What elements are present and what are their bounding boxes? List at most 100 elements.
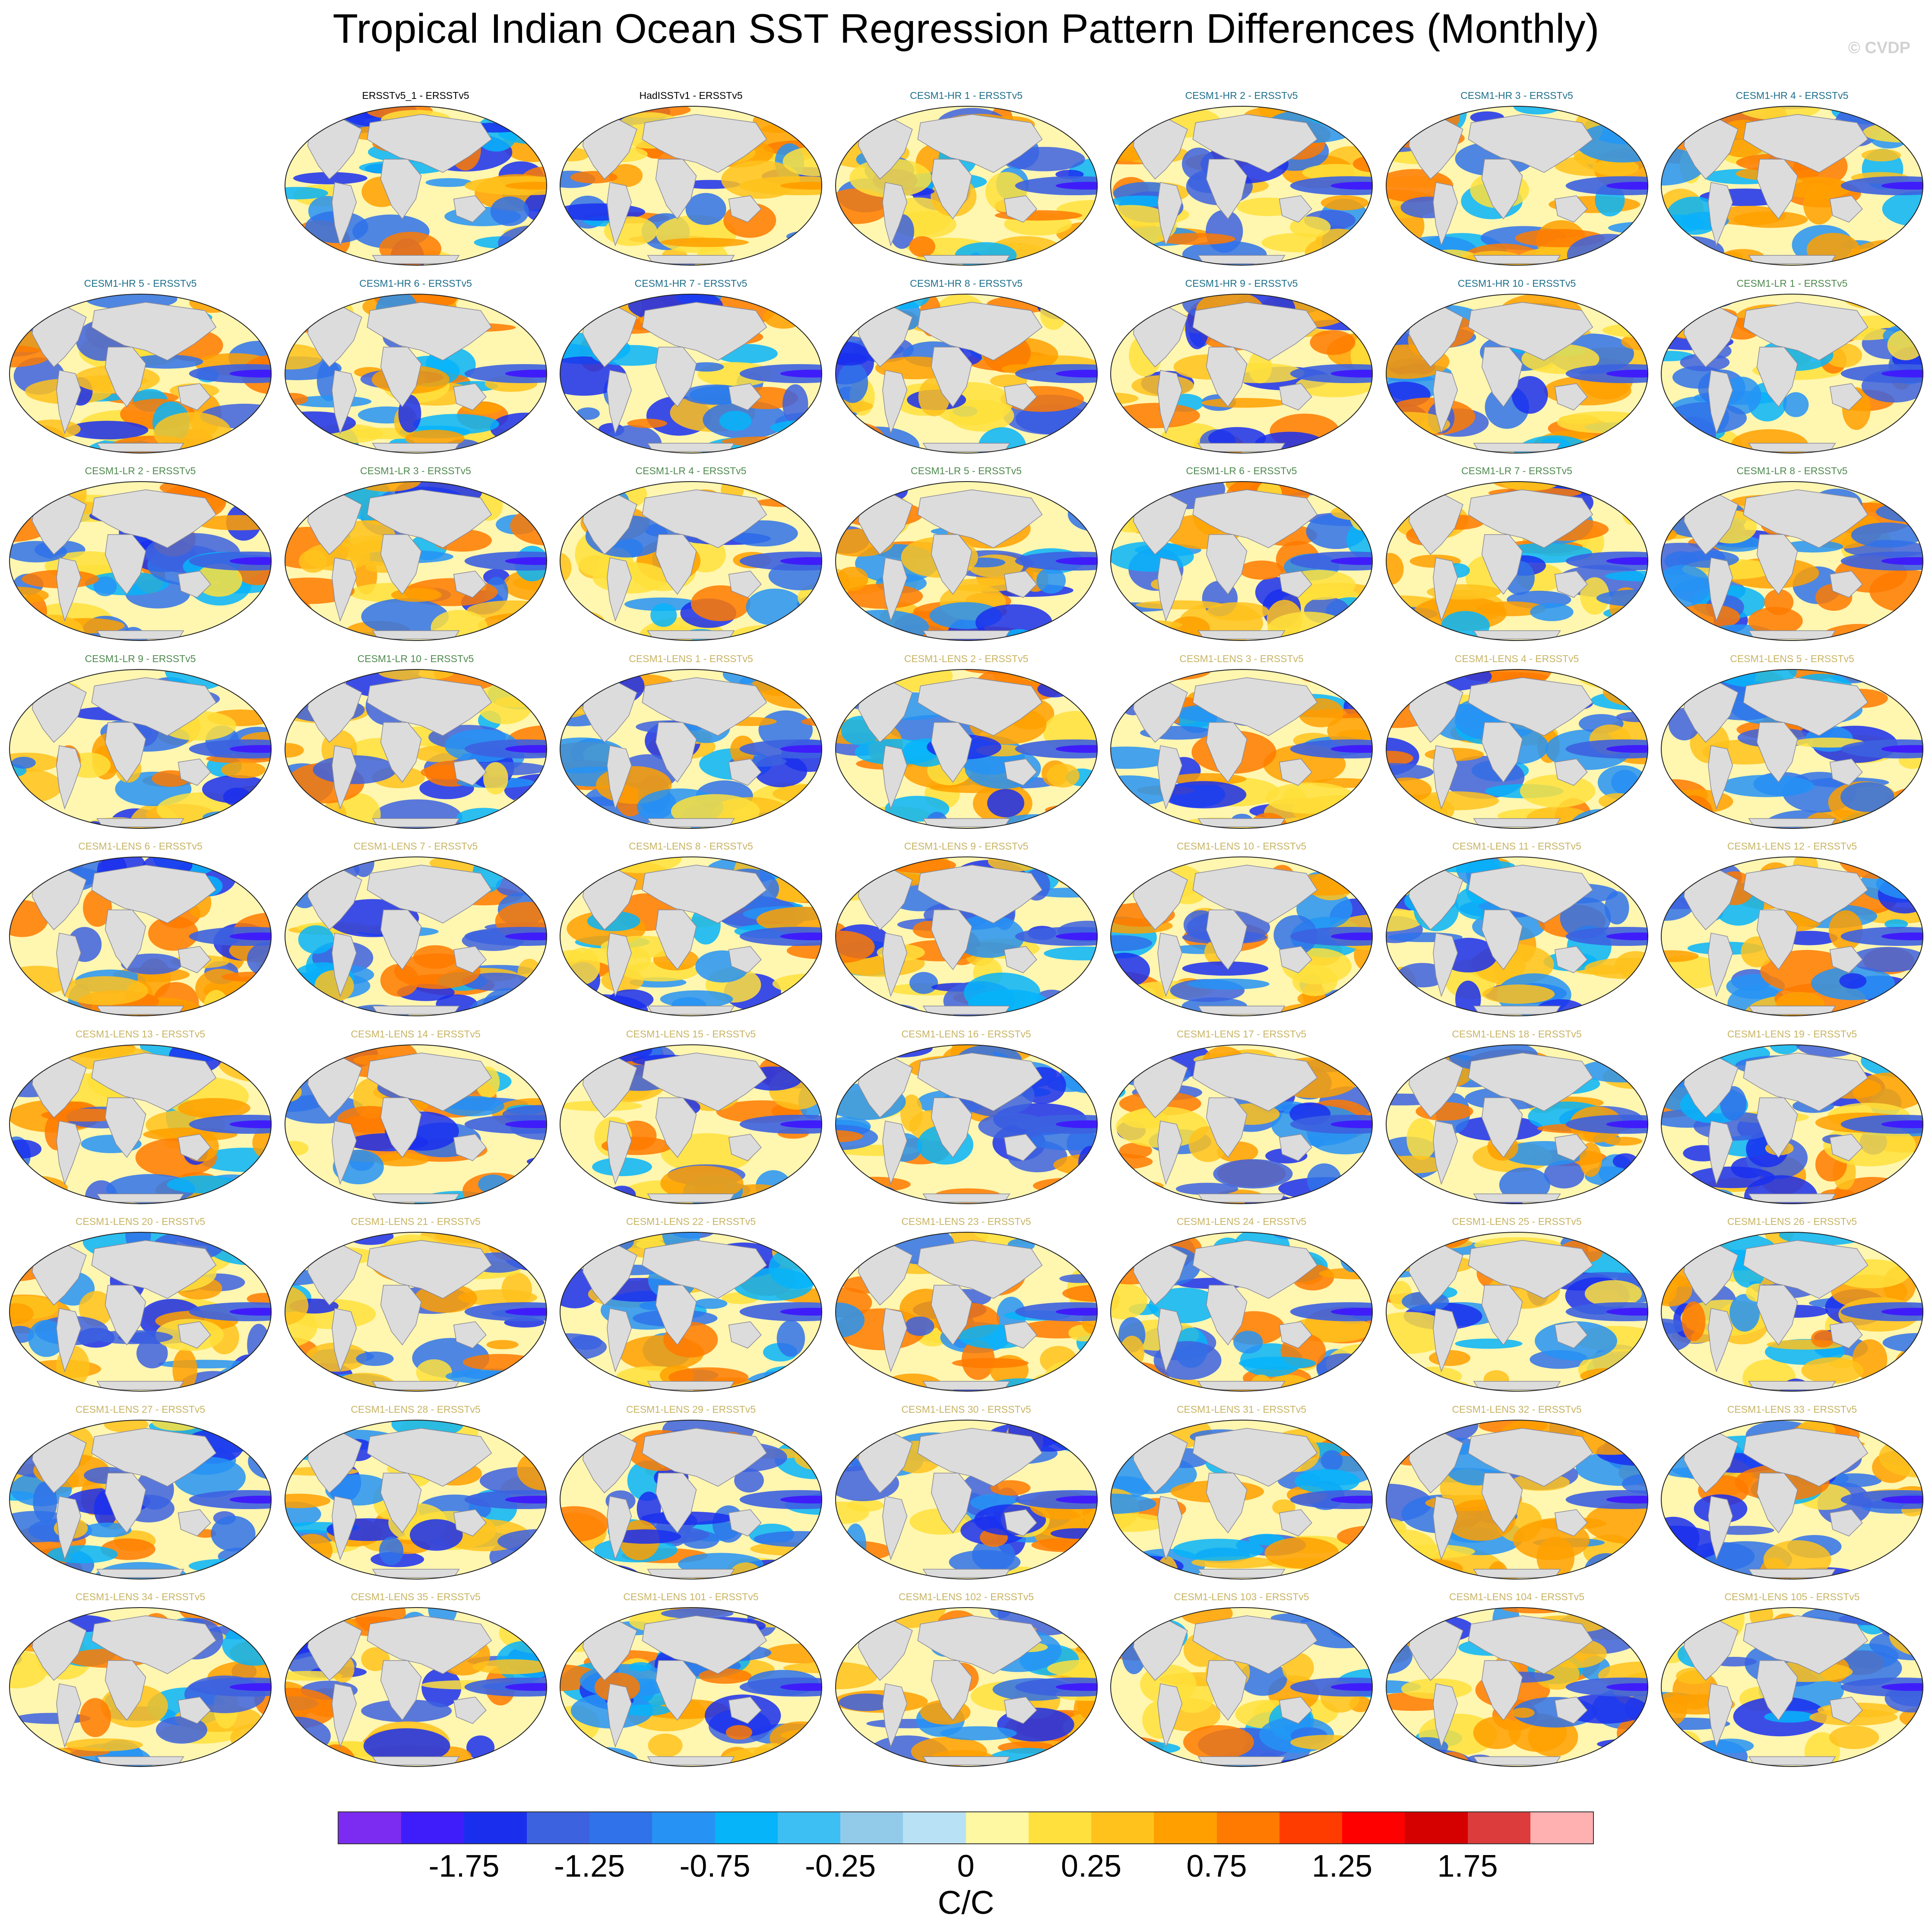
anomaly-region — [355, 1351, 394, 1366]
map-border — [9, 856, 272, 1016]
anomaly-region — [1340, 1245, 1366, 1272]
land-mass — [453, 195, 487, 223]
anomaly-region — [470, 1194, 503, 1204]
anomaly-region — [1661, 1425, 1697, 1443]
land-mass — [32, 492, 87, 555]
land-mass — [1004, 1321, 1037, 1349]
land-mass — [366, 865, 492, 924]
anomaly-region — [409, 1519, 463, 1551]
land-mass — [1748, 1193, 1836, 1202]
land-mass — [642, 677, 767, 736]
anomaly-region — [844, 669, 878, 687]
land-mass — [105, 534, 146, 595]
land-mass — [1432, 1308, 1458, 1373]
anomaly-region — [1341, 806, 1372, 828]
land-mass — [56, 932, 82, 997]
map-panel: CESM1-LENS 33 - ERSSTv5 — [1657, 1404, 1927, 1589]
land-mass — [582, 1618, 637, 1681]
map-panel: CESM1-LENS 9 - ERSSTv5 — [831, 840, 1102, 1026]
anomaly-region — [1386, 777, 1432, 802]
land-mass — [32, 1243, 87, 1306]
land-mass — [931, 1285, 972, 1346]
anomaly-region — [496, 1420, 546, 1440]
anomaly-region — [1663, 798, 1689, 816]
regression-difference-map — [1661, 856, 1923, 1016]
land-mass — [728, 758, 762, 786]
land-mass — [1829, 1321, 1863, 1349]
land-mass — [1133, 117, 1188, 180]
anomaly-region — [1310, 330, 1356, 355]
colorbar-swatch — [966, 1812, 1029, 1843]
panel-title: CESM1-LENS 33 - ERSSTv5 — [1727, 1403, 1857, 1415]
map-panel: CESM1-LENS 15 - ERSSTv5 — [556, 1028, 826, 1214]
map-border — [284, 669, 547, 829]
anomaly-region — [1386, 815, 1395, 828]
anomaly-region — [1349, 1752, 1372, 1767]
anomaly-region — [478, 1174, 508, 1194]
colorbar-swatch — [1467, 1812, 1530, 1843]
anomaly-region — [79, 1698, 111, 1737]
land-mass — [1004, 758, 1037, 786]
anomaly-region — [15, 1713, 91, 1724]
panel-title: CESM1-LENS 19 - ERSSTv5 — [1727, 1028, 1857, 1040]
colorbar-swatch — [1342, 1812, 1405, 1843]
land-mass — [858, 868, 913, 930]
colorbar-swatch — [1028, 1812, 1091, 1843]
anomaly-region — [1622, 1005, 1648, 1016]
land-mass — [607, 369, 632, 435]
panel-title: CESM1-LENS 1 - ERSSTv5 — [629, 653, 753, 664]
anomaly-region — [67, 420, 149, 439]
land-mass — [931, 722, 972, 783]
regression-difference-map — [560, 106, 822, 266]
anomaly-region — [1839, 973, 1867, 989]
anomaly-region — [285, 247, 343, 265]
land-mass — [931, 534, 972, 595]
land-mass — [655, 1472, 697, 1533]
anomaly-region — [1661, 669, 1682, 680]
anomaly-region — [1557, 411, 1648, 433]
land-mass — [1748, 818, 1836, 827]
land-mass — [1408, 1618, 1463, 1681]
land-mass — [1683, 1243, 1739, 1306]
land-mass — [1554, 1321, 1588, 1349]
anomaly-region — [1111, 1560, 1163, 1579]
anomaly-region — [761, 256, 822, 265]
land-mass — [922, 630, 1010, 640]
land-mass — [1473, 818, 1561, 827]
anomaly-region — [1397, 236, 1477, 265]
anomaly-region — [517, 1066, 547, 1078]
anomaly-region — [1074, 131, 1097, 144]
anomaly-region — [1729, 1294, 1760, 1332]
land-mass — [1756, 1285, 1798, 1346]
land-mass — [1481, 909, 1523, 971]
anomaly-region — [660, 1165, 744, 1201]
anomaly-region — [849, 159, 932, 198]
land-mass — [607, 557, 632, 622]
map-border — [9, 1044, 272, 1204]
anomaly-region — [472, 1659, 547, 1675]
anomaly-region — [1454, 1338, 1523, 1349]
land-mass — [366, 1615, 492, 1675]
anomaly-region — [987, 789, 1024, 817]
anomaly-region — [79, 1291, 114, 1326]
map-panel: CESM1-LENS 24 - ERSSTv5 — [1106, 1216, 1377, 1402]
anomaly-region — [780, 1044, 822, 1062]
anomaly-region — [756, 907, 822, 933]
anomaly-region — [148, 916, 199, 951]
land-mass — [1157, 182, 1183, 247]
equatorial-anomaly-core — [780, 1683, 822, 1691]
panel-title: CESM1-LENS 12 - ERSSTv5 — [1727, 840, 1857, 852]
equatorial-anomaly-core — [1055, 557, 1097, 565]
map-panel: HadISSTv1 - ERSSTv5 — [556, 90, 826, 276]
anomaly-region — [83, 1522, 132, 1537]
anomaly-region — [1661, 147, 1704, 186]
anomaly-region — [774, 294, 822, 314]
land-mass — [1473, 630, 1561, 640]
regression-difference-map — [1385, 856, 1648, 1016]
land-mass — [1554, 195, 1588, 223]
anomaly-region — [1111, 813, 1179, 828]
land-mass — [882, 557, 907, 622]
land-mass — [1432, 1495, 1458, 1560]
anomaly-region — [835, 294, 894, 311]
land-mass — [1554, 1697, 1588, 1724]
